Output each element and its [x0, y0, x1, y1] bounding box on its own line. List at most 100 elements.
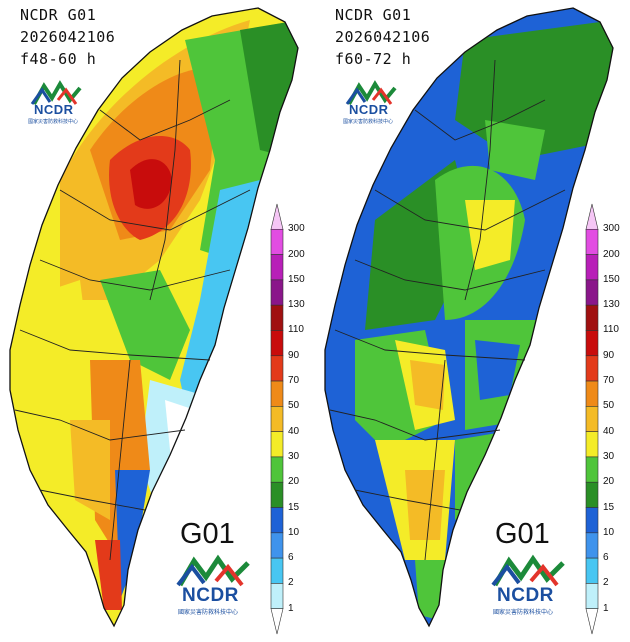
colorbar-tick-label: 50 — [288, 400, 300, 412]
ncdr-logo-large-text: NCDR — [182, 585, 239, 606]
colorbar-bin — [270, 330, 284, 357]
colorbar-bin — [585, 507, 599, 534]
colorbar-bin — [270, 507, 284, 534]
colorbar-bin — [270, 456, 284, 483]
init-time: 2026042106 — [20, 28, 116, 46]
colorbar-tick-label: 130 — [288, 299, 305, 311]
colorbar-tick-label: 20 — [288, 476, 300, 488]
ncdr-logo-text: NCDR — [34, 102, 74, 117]
forecast-range: f48-60 h — [20, 50, 97, 68]
ncdr-logo: NCDR 國家災害防救科技中心 — [343, 80, 405, 126]
ncdr-logo-subtext: 國家災害防救科技中心 — [28, 119, 79, 125]
colorbar-bin — [270, 532, 284, 559]
colorbar-tick-label: 70 — [288, 375, 300, 387]
colorbar-tick-label: 1 — [603, 602, 609, 614]
colorbar-tick-label: 15 — [603, 501, 615, 513]
colorbar-bin — [585, 355, 599, 382]
colorbar-tick-label: 150 — [288, 273, 305, 285]
colorbar-tick-label: 300 — [603, 223, 620, 235]
ncdr-logo: NCDR 國家災害防救科技中心 — [28, 80, 90, 126]
coastline — [9, 7, 299, 628]
ncdr-logo-large-mark-icon — [176, 554, 250, 587]
forecast-range: f60-72 h — [335, 50, 412, 68]
colorbar-bin — [585, 481, 599, 508]
forecast-panel-f48-60: NCDR G01 2026042106 f48-60 h NCDR 國家災害防救… — [9, 6, 309, 640]
colorbar-bin — [270, 304, 284, 331]
ncdr-logo-mark-icon — [345, 80, 397, 105]
colorbar-tick-label: 110 — [288, 324, 304, 336]
colorbar-bin — [585, 608, 599, 635]
colorbar-bin — [270, 608, 284, 635]
colorbar-tick-label: 130 — [603, 299, 620, 311]
ncdr-logo-large-text: NCDR — [497, 585, 554, 606]
colorbar-tick-label: 110 — [603, 324, 619, 336]
ncdr-logo-large-subtext: 國家災害防救科技中心 — [493, 609, 554, 616]
colorbar-tick-label: 50 — [603, 400, 615, 412]
precipitation-map — [324, 7, 614, 628]
colorbar-tick-label: 200 — [288, 248, 305, 260]
ncdr-logo-large-subtext: 國家災害防救科技中心 — [178, 609, 239, 616]
colorbar-tick-label: 2 — [603, 577, 609, 589]
colorbar-tick-label: 150 — [603, 273, 620, 285]
colorbar-strip — [270, 203, 284, 635]
ncdr-logo-mark-icon — [30, 80, 82, 105]
colorbar-bin — [585, 431, 599, 458]
colorbar-bin — [270, 583, 284, 610]
colorbar: 300 200 150 130 110 90 70 50 40 30 20 15 10 6 2 1 — [269, 200, 309, 640]
model-title: NCDR G01 — [335, 6, 412, 24]
colorbar-bin — [270, 228, 284, 255]
colorbar-tick-label: 1 — [288, 602, 294, 614]
colorbar-bin — [585, 228, 599, 255]
county-boundaries — [329, 59, 566, 561]
colorbar-bin — [585, 304, 599, 331]
colorbar-tick-label: 6 — [288, 552, 294, 564]
colorbar-bin — [270, 355, 284, 382]
colorbar-tick-label: 90 — [603, 349, 615, 361]
colorbar-bin — [585, 456, 599, 483]
colorbar-tick-label: 40 — [603, 425, 615, 437]
colorbar-bin — [270, 431, 284, 458]
forecast-panel-f60-72: NCDR G01 2026042106 f60-72 h NCDR 國家災害防救… — [315, 0, 630, 642]
ncdr-logo-large: NCDR 國家災害防救科技中心 — [172, 553, 264, 616]
init-time: 2026042106 — [335, 28, 431, 46]
colorbar-bin — [270, 254, 284, 281]
colorbar-tick-label: 2 — [288, 577, 294, 589]
colorbar-bin — [270, 557, 284, 584]
colorbar-bin — [270, 203, 284, 230]
colorbar-bin — [585, 279, 599, 306]
ncdr-logo-subtext: 國家災害防救科技中心 — [343, 119, 394, 125]
colorbar-bin — [585, 532, 599, 559]
model-label: G01 — [495, 518, 550, 550]
precipitation-map — [9, 7, 299, 628]
ncdr-logo-large: NCDR 國家災害防救科技中心 — [487, 553, 579, 616]
county-boundaries — [14, 59, 251, 561]
colorbar-bin — [585, 583, 599, 610]
colorbar-tick-label: 20 — [603, 476, 615, 488]
ncdr-logo-large-mark-icon — [491, 554, 565, 587]
ncdr-logo-text: NCDR — [349, 102, 389, 117]
colorbar-tick-label: 30 — [288, 450, 300, 462]
colorbar-tick-label: 200 — [603, 248, 620, 260]
colorbar-tick-label: 40 — [288, 425, 300, 437]
coastline — [324, 7, 614, 628]
colorbar-tick-label: 90 — [288, 349, 300, 361]
colorbar: 300 200 150 130 110 90 70 50 40 30 20 15 10 6 2 1 — [584, 200, 624, 640]
colorbar-bin — [270, 406, 284, 432]
colorbar-bin — [585, 557, 599, 584]
colorbar-bin — [270, 481, 284, 508]
colorbar-tick-label: 6 — [603, 552, 609, 564]
colorbar-bin — [270, 279, 284, 306]
colorbar-bin — [585, 330, 599, 357]
colorbar-bin — [585, 254, 599, 281]
colorbar-bin — [270, 380, 284, 407]
colorbar-tick-label: 10 — [288, 526, 300, 538]
colorbar-bin — [585, 203, 599, 230]
colorbar-tick-label: 10 — [603, 526, 615, 538]
colorbar-bin — [585, 380, 599, 407]
model-label: G01 — [180, 518, 235, 550]
model-title: NCDR G01 — [20, 6, 97, 24]
colorbar-strip — [585, 203, 599, 635]
colorbar-tick-label: 70 — [603, 375, 615, 387]
colorbar-tick-label: 30 — [603, 450, 615, 462]
colorbar-tick-label: 300 — [288, 223, 305, 235]
